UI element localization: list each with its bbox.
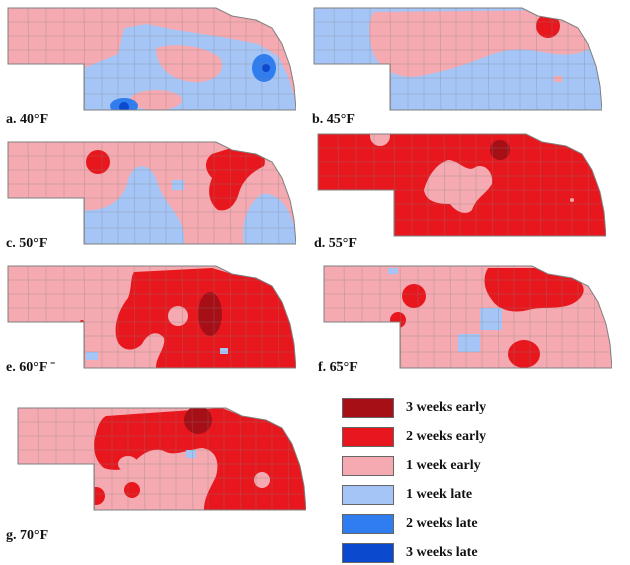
map-panel-e: e. 60°F ˉ <box>6 264 306 394</box>
county-line <box>449 266 452 368</box>
legend-swatch <box>342 485 394 505</box>
map-g <box>17 407 306 511</box>
region-3-weeks-early-d <box>490 140 510 160</box>
legend-label: 2 weeks early <box>406 429 487 444</box>
region-1-week-late-c <box>84 166 184 244</box>
panel-label-e: e. 60°F ˉ <box>6 360 56 375</box>
legend-swatch <box>342 456 394 476</box>
county-line <box>239 408 242 510</box>
region-1-week-late-g2 <box>186 450 196 458</box>
region-2-weeks-early-f4 <box>508 340 540 368</box>
region-1-week-early-g2 <box>254 472 270 488</box>
region-2-weeks-early-g <box>94 408 306 510</box>
region-1-week-early-d2 <box>370 134 390 146</box>
county-line <box>133 266 136 368</box>
region-1-week-early-e <box>168 306 188 326</box>
region-1-week-early-a2 <box>130 90 182 110</box>
map-c <box>7 141 296 245</box>
county-line <box>229 142 232 244</box>
region-2-weeks-early-c2 <box>206 144 265 211</box>
region-1-week-late-f3 <box>388 268 398 274</box>
county-line <box>93 408 96 510</box>
map-panel-d: d. 55°F <box>314 132 616 262</box>
region-3-weeks-late-a <box>262 64 270 72</box>
region-3-weeks-early-e <box>198 292 222 336</box>
region-1-week-early-b2 <box>554 76 562 82</box>
county-line <box>229 8 232 110</box>
county-line <box>497 266 500 368</box>
region-2-weeks-early-b <box>536 14 560 38</box>
legend-label: 2 weeks late <box>406 516 478 531</box>
legend-swatch <box>342 398 394 418</box>
panel-label-g: g. 70°F <box>6 528 49 543</box>
region-2-weeks-early-c <box>86 150 110 174</box>
county-line <box>443 134 446 236</box>
county-line <box>399 266 402 368</box>
panel-label-c: c. 50°F <box>6 236 48 251</box>
panel-label-d: d. 55°F <box>314 236 357 251</box>
map-b <box>313 7 602 111</box>
legend-swatch <box>342 543 394 563</box>
region-2-weeks-early-f2 <box>402 284 426 308</box>
region-1-week-late-f <box>480 308 502 330</box>
region-1-week-late-c3 <box>172 180 184 190</box>
county-line <box>539 134 542 236</box>
region-2-weeks-early-g2 <box>87 487 105 505</box>
region-1-week-early-d <box>424 160 493 213</box>
county-line <box>389 8 392 110</box>
panel-label-b: b. 45°F <box>312 112 355 127</box>
map-e <box>7 265 296 369</box>
panel-label-f: f. 6̃5°F <box>318 360 358 375</box>
county-line <box>191 408 194 510</box>
county-line <box>133 142 136 244</box>
region-1-week-late-e3 <box>220 348 228 354</box>
region-1-week-late-e2 <box>86 352 98 360</box>
map-panel-g: g. 70°F <box>6 406 316 543</box>
region-1-week-early-a <box>156 45 223 83</box>
map-a <box>7 7 296 111</box>
legend-label: 3 weeks early <box>406 400 487 415</box>
county-line <box>487 8 490 110</box>
region-1-week-late-e <box>42 326 54 336</box>
county-grid-f <box>324 266 612 368</box>
map-panel-a: a. 40°F <box>6 6 306 136</box>
county-line <box>393 134 396 236</box>
map-panel-b: b. 45°F <box>312 6 612 136</box>
county-line <box>143 408 146 510</box>
panel-label-a: a. 40°F <box>6 112 49 127</box>
legend-label: 3 weeks late <box>406 545 478 560</box>
county-line <box>181 8 184 110</box>
map-panel-c: c. 50°F <box>6 140 306 270</box>
county-line <box>181 266 184 368</box>
region-2-weeks-early-f <box>484 268 584 312</box>
county-line <box>83 8 86 110</box>
legend-label: 1 week late <box>406 487 473 502</box>
legend-label: 1 week early <box>406 458 481 473</box>
legend-swatch <box>342 427 394 447</box>
county-line <box>83 266 86 368</box>
county-line <box>535 8 538 110</box>
map-f <box>323 265 612 369</box>
county-line <box>545 266 548 368</box>
map-panel-f: f. 6̃5°F <box>318 264 622 394</box>
county-line <box>491 134 494 236</box>
region-1-week-late-g <box>50 464 60 472</box>
county-line <box>229 266 232 368</box>
county-line <box>133 8 136 110</box>
region-2-weeks-early-g3 <box>124 482 140 498</box>
map-d <box>317 133 606 237</box>
county-line <box>439 8 442 110</box>
region-2-weeks-early-f3 <box>390 312 406 328</box>
county-line <box>83 142 86 244</box>
region-1-week-late-f2 <box>458 334 480 352</box>
region-3-weeks-early-g <box>184 408 212 434</box>
legend-swatch <box>342 514 394 534</box>
region-1-week-late-c2 <box>242 193 296 244</box>
county-line <box>181 142 184 244</box>
